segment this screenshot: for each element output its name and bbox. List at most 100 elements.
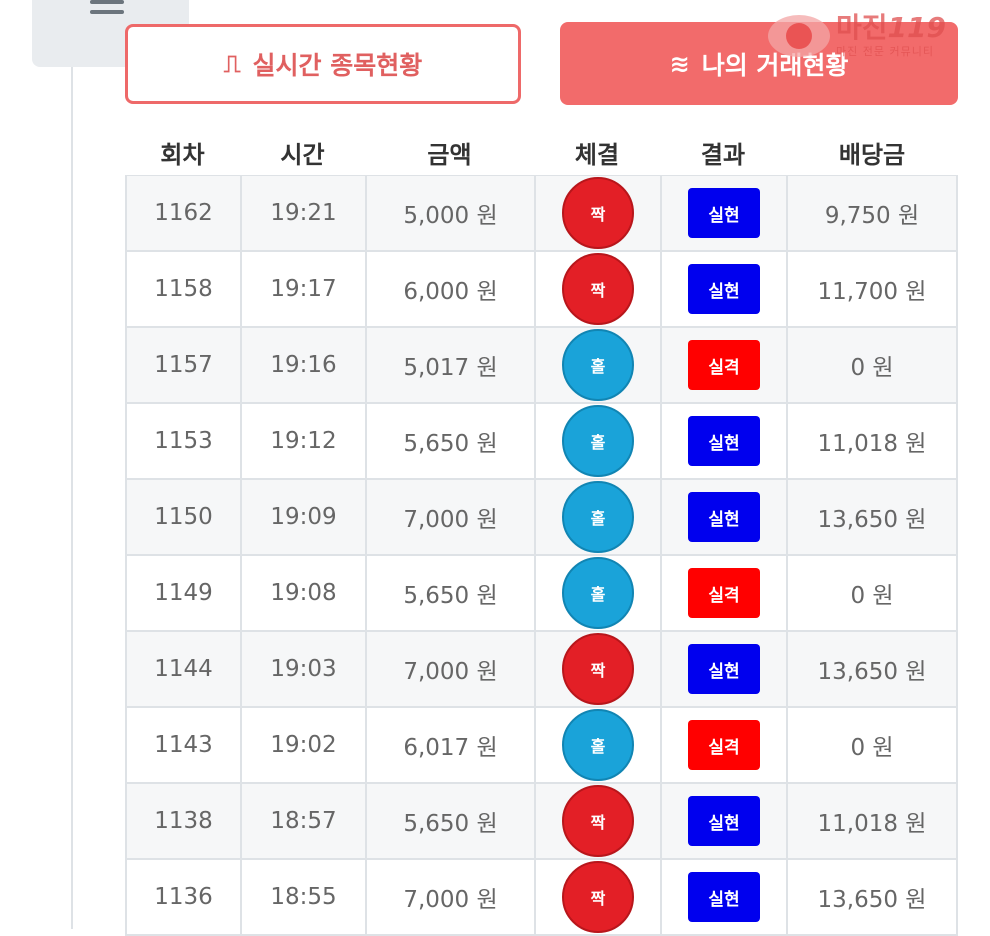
pulse-icon: ⎍ [223,50,241,78]
table-row: 1138 18:57 5,650 원 짝 실현 11,018 원 [125,784,958,860]
payout-value: 0 원 [850,735,894,761]
payout-value: 11,018 원 [817,431,927,457]
header-time: 시간 [280,141,325,169]
fill-cell: 홀 [534,480,660,554]
fill-cell: 홀 [534,556,660,630]
round-value: 1138 [154,808,213,834]
amount-cell: 5,650 원 [365,404,534,478]
time-cell: 18:55 [240,860,365,934]
fill-ball: 홀 [562,557,634,629]
fill-cell: 홀 [534,328,660,402]
table-row: 1162 19:21 5,000 원 짝 실현 9,750 원 [125,176,958,252]
site-logo[interactable]: 마진119 마진 전문 커뮤니티 [768,8,978,63]
fill-ball: 홀 [562,329,634,401]
table-row: 1149 19:08 5,650 원 홀 실격 0 원 [125,556,958,632]
round-value: 1153 [154,428,213,454]
time-value: 18:55 [270,884,337,910]
table-row: 1144 19:03 7,000 원 짝 실현 13,650 원 [125,632,958,708]
round-cell: 1157 [125,328,240,402]
payout-cell: 0 원 [786,328,958,402]
payout-value: 9,750 원 [824,203,920,229]
payout-value: 0 원 [850,583,894,609]
result-cell: 실격 [660,708,786,782]
fill-ball: 짝 [562,633,634,705]
result-badge: 실현 [688,796,760,846]
round-value: 1136 [154,884,213,910]
amount-cell: 5,000 원 [365,176,534,250]
header-payout: 배당금 [838,141,906,169]
result-badge: 실격 [688,720,760,770]
amount-value: 5,650 원 [403,811,498,837]
my-trades-label: 나의 거래현황 [701,50,849,80]
fill-cell: 홀 [534,404,660,478]
round-cell: 1153 [125,404,240,478]
hamburger-menu-icon[interactable] [90,0,124,14]
payout-value: 13,650 원 [817,507,927,533]
round-value: 1144 [154,656,213,682]
time-value: 19:17 [270,276,337,302]
fill-cell: 홀 [534,708,660,782]
round-value: 1162 [154,200,213,226]
payout-value: 11,018 원 [817,811,927,837]
table-row: 1150 19:09 7,000 원 홀 실현 13,650 원 [125,480,958,556]
result-badge: 실현 [688,264,760,314]
amount-value: 5,650 원 [403,583,498,609]
amount-value: 5,650 원 [403,431,498,457]
time-value: 19:16 [270,352,337,378]
amount-value: 5,000 원 [403,203,498,229]
time-value: 19:12 [270,428,337,454]
header-fill: 체결 [574,141,620,169]
fill-cell: 짝 [534,860,660,934]
result-cell: 실현 [660,252,786,326]
result-cell: 실격 [660,556,786,630]
result-cell: 실현 [660,480,786,554]
amount-value: 7,000 원 [403,507,498,533]
header-amount: 금액 [427,141,472,169]
round-cell: 1150 [125,480,240,554]
header-result: 결과 [700,141,746,169]
fill-cell: 짝 [534,632,660,706]
result-cell: 실격 [660,328,786,402]
amount-cell: 6,000 원 [365,252,534,326]
round-cell: 1162 [125,176,240,250]
fill-ball: 짝 [562,861,634,933]
table-row: 1136 18:55 7,000 원 짝 실현 13,650 원 [125,860,958,936]
amount-cell: 7,000 원 [365,632,534,706]
round-value: 1158 [154,276,213,302]
fill-cell: 짝 [534,176,660,250]
payout-value: 11,700 원 [817,279,927,305]
round-value: 1157 [154,352,213,378]
table-body: 1162 19:21 5,000 원 짝 실현 9,750 원 1158 19:17 6,000… [125,175,958,936]
round-value: 1150 [154,504,213,530]
left-divider [71,67,73,929]
time-value: 19:09 [270,504,337,530]
amount-cell: 6,017 원 [365,708,534,782]
amount-value: 7,000 원 [403,659,498,685]
time-value: 18:57 [270,808,337,834]
logo-title: 마진119 [836,10,946,44]
result-cell: 실현 [660,860,786,934]
payout-value: 13,650 원 [817,887,927,913]
amount-cell: 5,650 원 [365,784,534,858]
result-cell: 실현 [660,632,786,706]
time-cell: 19:03 [240,632,365,706]
amount-value: 6,000 원 [403,279,498,305]
time-cell: 19:12 [240,404,365,478]
payout-cell: 11,700 원 [786,252,958,326]
round-value: 1149 [154,580,213,606]
time-cell: 19:21 [240,176,365,250]
my-trades-button[interactable]: ≋ 나의 거래현황 [560,22,958,105]
amount-cell: 7,000 원 [365,480,534,554]
result-badge: 실격 [688,340,760,390]
payout-cell: 13,650 원 [786,480,958,554]
logo-subtitle: 마진 전문 커뮤니티 [836,44,934,58]
header-round: 회차 [160,141,205,169]
time-value: 19:03 [270,656,337,682]
payout-cell: 0 원 [786,708,958,782]
amount-cell: 5,650 원 [365,556,534,630]
table-header: 회차 시간 금액 체결 결과 배당금 [125,130,958,175]
amount-cell: 5,017 원 [365,328,534,402]
live-status-button[interactable]: ⎍ 실시간 종목현황 [125,24,521,104]
table-row: 1153 19:12 5,650 원 홀 실현 11,018 원 [125,404,958,480]
time-value: 19:21 [270,200,337,226]
